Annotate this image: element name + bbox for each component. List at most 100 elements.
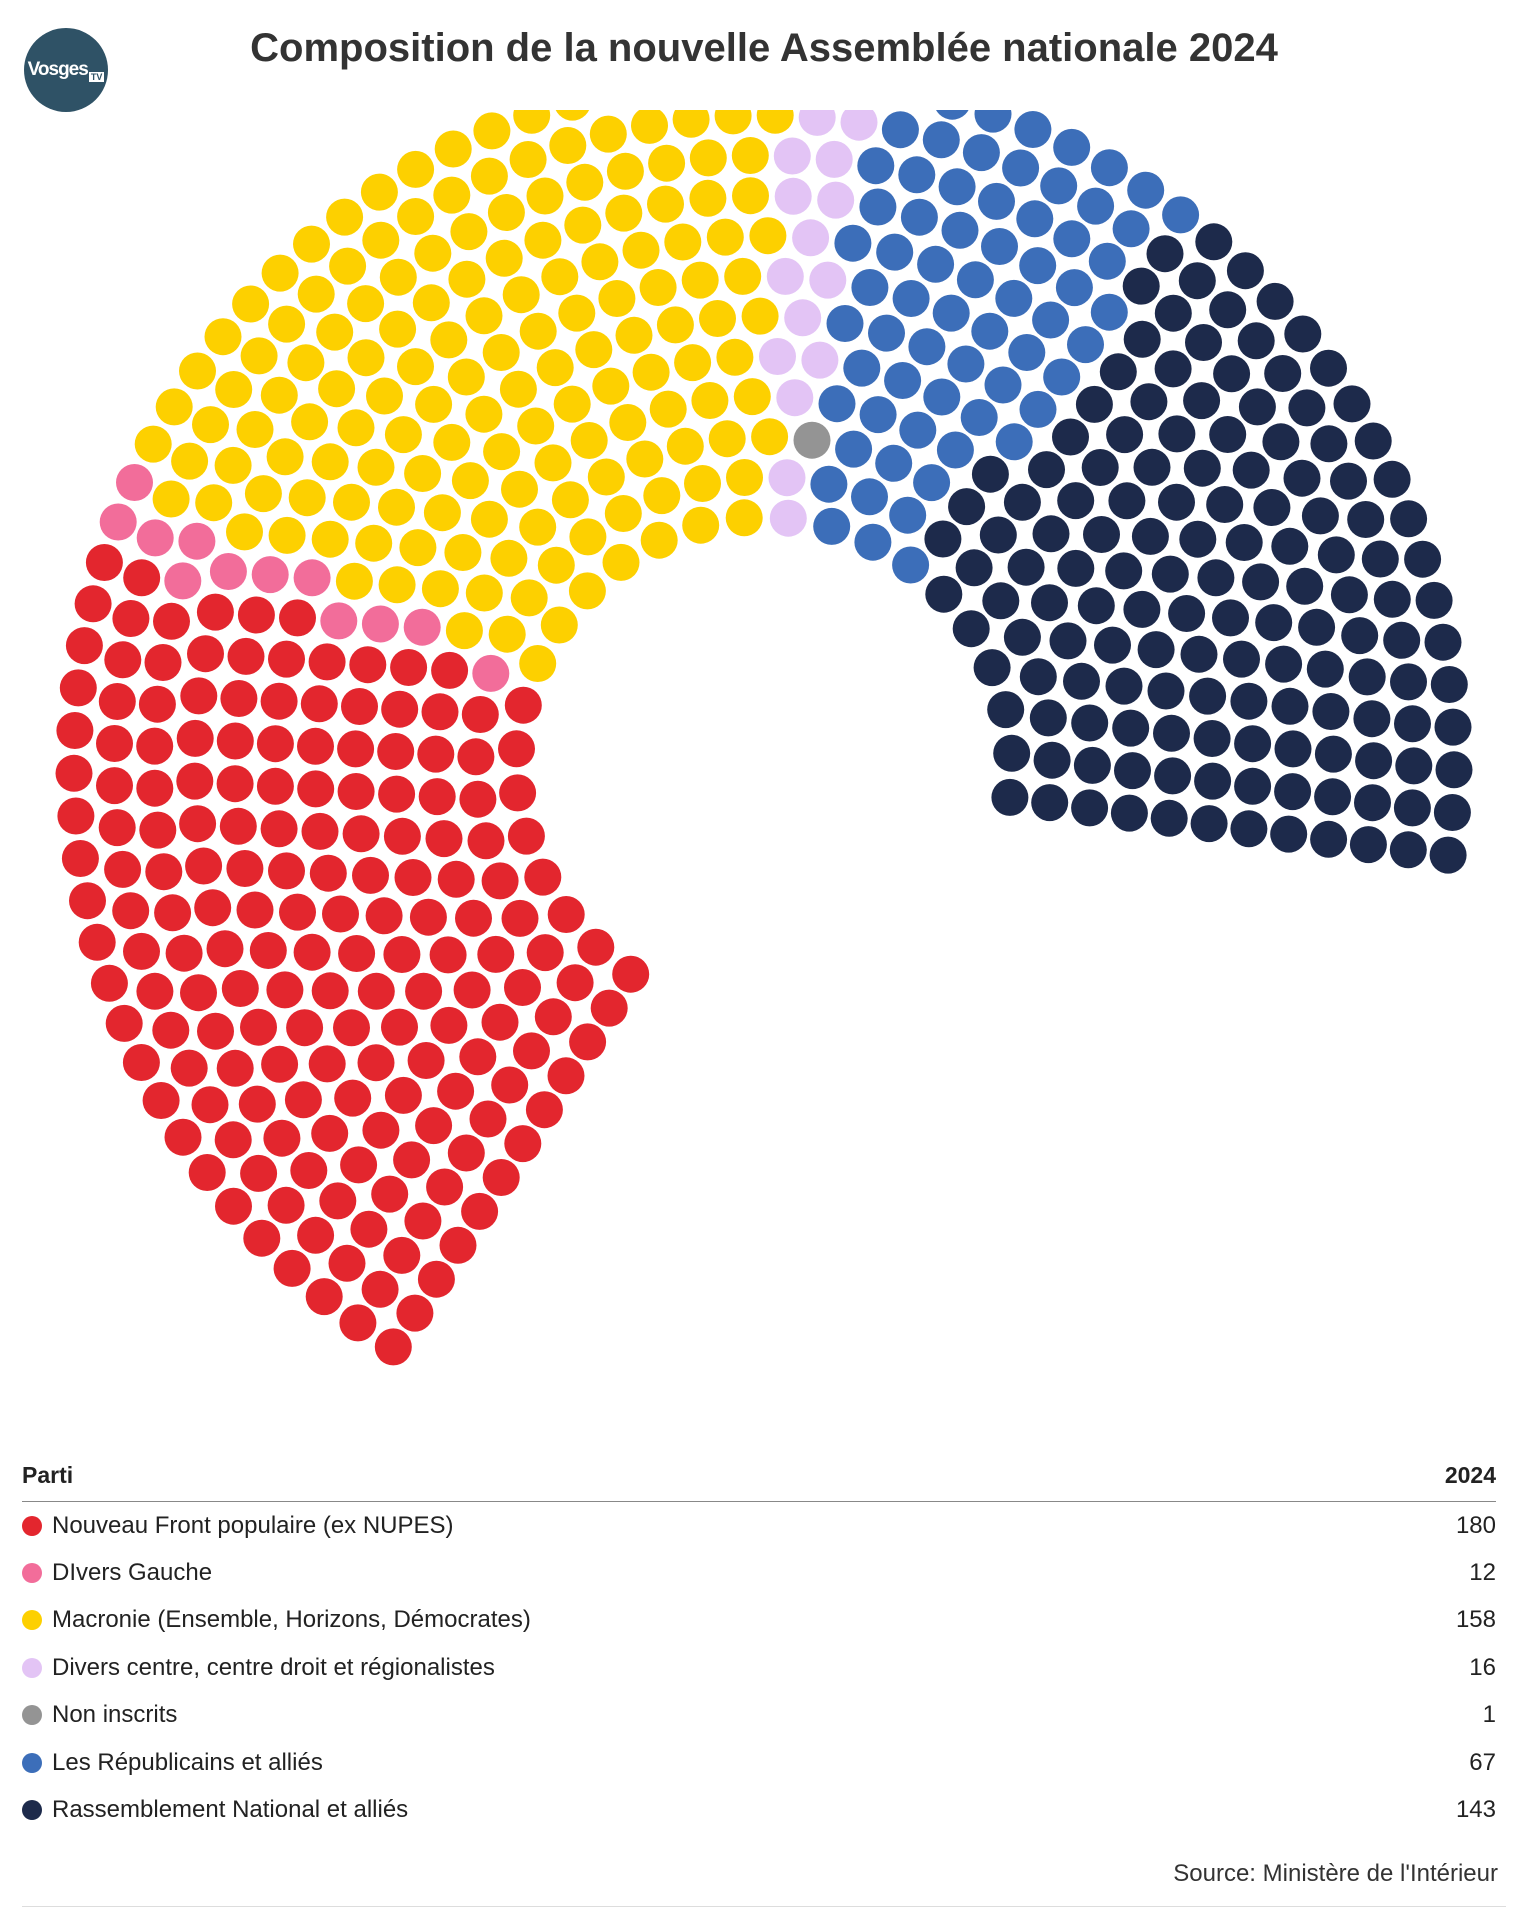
seat-dot: [553, 385, 591, 423]
seat-dot: [268, 640, 305, 678]
seat-dot: [793, 421, 831, 459]
seat-dot: [708, 420, 746, 458]
seat-dot: [631, 110, 668, 144]
seat-dot: [1390, 500, 1428, 538]
party-color-dot: [22, 1800, 42, 1821]
seat-dot: [1255, 604, 1293, 642]
seat-dot: [898, 156, 936, 194]
seat-dot: [504, 969, 541, 1006]
vosges-tv-logo: Vosges TV: [24, 28, 108, 112]
party-color-dot: [22, 1515, 42, 1536]
seat-dot: [622, 231, 660, 269]
seat-dot: [1168, 595, 1206, 632]
seat-dot: [1354, 784, 1391, 822]
seat-dot: [859, 396, 897, 434]
seat-dot: [555, 110, 590, 121]
seat-dot: [815, 140, 853, 178]
party-seats: 180: [1455, 1511, 1496, 1539]
seat-dot: [1298, 608, 1336, 646]
seat-dot: [784, 299, 822, 337]
seat-dot: [590, 989, 628, 1027]
seat-dot: [445, 612, 483, 650]
seat-dot: [444, 534, 482, 571]
seat-dot: [534, 998, 572, 1036]
seat-dot: [488, 615, 526, 653]
seat-dot: [1190, 805, 1228, 843]
seat-dot: [365, 897, 403, 935]
seat-dot: [153, 602, 190, 640]
seat-dot: [900, 198, 938, 236]
seat-dot: [1057, 482, 1095, 520]
party-seats: 12: [1469, 1559, 1496, 1587]
seat-dot: [1158, 483, 1195, 521]
seat-dot: [1237, 322, 1275, 360]
seat-dot: [1312, 693, 1350, 730]
seat-dot: [922, 121, 960, 159]
seat-dot: [1395, 747, 1433, 785]
seat-dot: [1112, 210, 1150, 248]
seat-dot: [947, 345, 985, 383]
seat-dot: [499, 370, 537, 408]
seat-dot: [973, 649, 1011, 687]
seat-dot: [699, 300, 736, 337]
seat-dot: [215, 371, 253, 408]
seat-dot: [333, 483, 370, 521]
seat-dot: [971, 312, 1009, 350]
seat-dot: [756, 110, 794, 134]
seat-dot: [279, 599, 316, 637]
seat-dot: [774, 177, 812, 215]
seat-dot: [1404, 540, 1442, 578]
seat-dot: [461, 696, 499, 733]
seat-dot: [383, 817, 421, 855]
seat-dot: [145, 853, 183, 891]
seat-dot: [726, 459, 763, 496]
seat-dot: [74, 585, 112, 623]
seat-dot: [188, 1154, 226, 1191]
col-year-header: 2024: [1444, 1462, 1496, 1488]
seat-dot: [178, 522, 216, 560]
seat-dot: [381, 1008, 418, 1046]
seat-dot: [219, 807, 257, 845]
seat-dot: [674, 344, 712, 382]
seat-dot: [196, 593, 234, 631]
seat-dot: [206, 930, 244, 968]
seat-dot: [987, 691, 1025, 729]
seat-dot: [519, 508, 557, 546]
seat-dot: [263, 1119, 301, 1157]
seat-dot: [244, 475, 282, 513]
party-cell: Macronie (Ensemble, Horizons, Démocrates…: [22, 1606, 531, 1634]
seat-dot: [1314, 735, 1352, 773]
seat-dot: [1130, 383, 1168, 421]
seat-dot: [268, 516, 306, 554]
seat-dot: [507, 817, 545, 855]
col-party-header: Parti: [22, 1462, 74, 1488]
seat-dot: [857, 147, 895, 185]
seat-dot: [311, 1114, 349, 1152]
seat-dot: [974, 110, 1012, 133]
seat-dot: [455, 899, 492, 937]
seat-dot: [1223, 640, 1260, 678]
seat-dot: [284, 1081, 322, 1119]
seat-dot: [170, 1049, 208, 1087]
seat-dot: [328, 1244, 366, 1282]
seat-dot: [340, 1146, 378, 1184]
seat-dot: [214, 446, 252, 484]
seat-dot: [1019, 390, 1057, 428]
seat-dot: [273, 1249, 311, 1287]
seat-dot: [1341, 617, 1379, 655]
seat-dot: [1234, 725, 1272, 763]
seat-dot: [311, 443, 349, 481]
seat-dot: [1349, 826, 1387, 864]
seat-dot: [404, 455, 442, 492]
seat-dot: [379, 310, 417, 348]
seat-dot: [682, 506, 720, 544]
seat-dot: [981, 228, 1018, 265]
party-cell: Les Républicains et alliés: [22, 1749, 323, 1777]
seat-dot: [993, 734, 1031, 772]
seat-dot: [1099, 353, 1137, 391]
seat-dot: [451, 462, 489, 500]
seat-dot: [180, 974, 217, 1012]
seat-dot: [165, 934, 203, 972]
seat-dot: [378, 775, 416, 813]
seat-dot: [932, 294, 970, 332]
